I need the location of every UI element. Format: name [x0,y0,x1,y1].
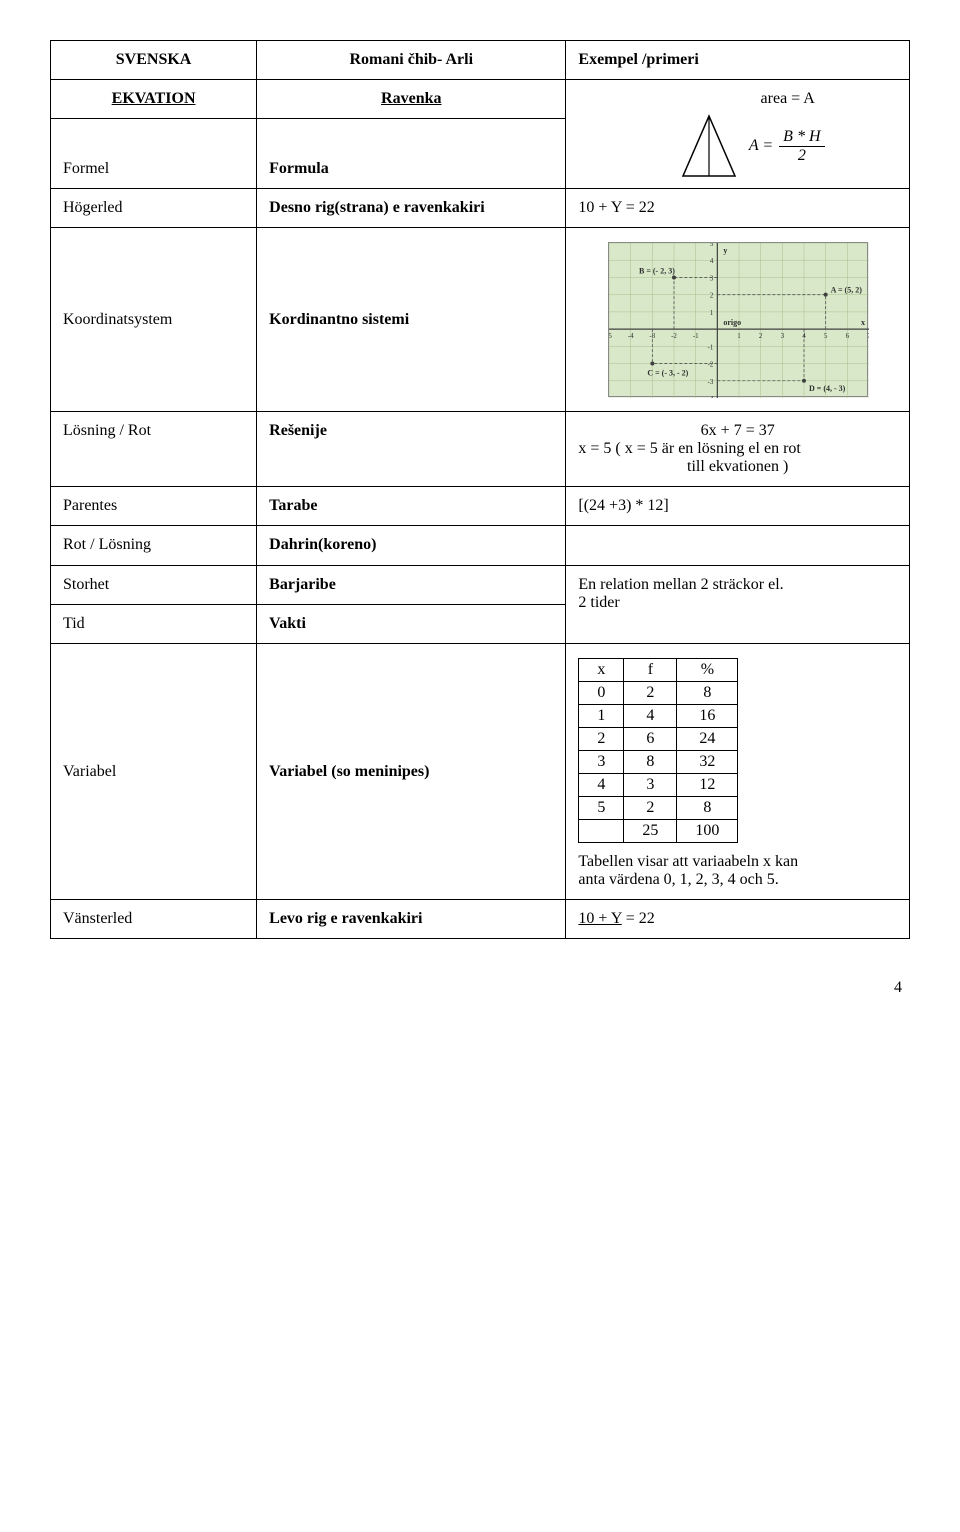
svg-text:2: 2 [759,332,763,340]
vansterled-sv: Vänsterled [63,910,132,927]
svg-text:3: 3 [780,332,784,340]
var-table-cell: 4 [624,705,677,728]
variabel-ro: Variabel (so meninipes) [269,763,429,780]
tid-sv: Tid [63,615,85,632]
var-table-cell: 8 [677,797,738,820]
storhet-sv: Storhet [63,576,109,593]
header-romani: Romani čhib- Arli [349,51,473,68]
svg-text:y: y [723,246,727,255]
vansterled-ex-underline: 10 + Y [578,910,621,927]
svg-text:-3: -3 [707,378,713,386]
losning-ro: Rešenije [269,422,327,439]
svg-text:7: 7 [867,332,869,340]
formula-numerator: B * H [779,128,824,147]
svg-text:C = (- 3, - 2): C = (- 3, - 2) [647,369,688,378]
parentes-ro: Tarabe [269,497,317,514]
var-table-cell: 8 [624,751,677,774]
var-table-cell: 3 [579,751,624,774]
var-table-cell: 5 [579,797,624,820]
svg-text:A = (5, 2): A = (5, 2) [830,286,862,295]
formula-example: area = A A = B * H 2 [578,90,897,178]
var-table-cell: 16 [677,705,738,728]
svg-text:-4: -4 [707,395,713,398]
glossary-table: SVENSKA Romani čhib- Arli Exempel /prime… [50,40,910,939]
losning-ex-line3: till ekvationen ) [578,458,897,476]
var-table-cell: 3 [624,774,677,797]
svg-text:-4: -4 [627,332,633,340]
vansterled-ex-rest: = 22 [622,910,655,927]
svg-text:4: 4 [710,257,714,265]
storhet-ex-line1: En relation mellan 2 sträckor el. [578,576,897,594]
hogerled-ro: Desno rig(strana) e ravenkakiri [269,199,485,216]
variabel-sv: Variabel [63,763,116,780]
var-table-header: f [624,659,677,682]
var-table-cell [579,820,624,843]
svg-text:-1: -1 [692,332,698,340]
var-table-cell: 2 [624,682,677,705]
variabel-note-line2: anta värdena 0, 1, 2, 3, 4 och 5. [578,871,897,889]
var-table-cell: 25 [624,820,677,843]
tid-ro: Vakti [269,615,306,632]
hogerled-ex: 10 + Y = 22 [578,199,654,216]
var-table-cell: 32 [677,751,738,774]
svg-text:B = (- 2, 3): B = (- 2, 3) [639,266,675,275]
storhet-ro: Barjaribe [269,576,336,593]
var-table-cell: 4 [579,774,624,797]
page-number: 4 [50,979,910,997]
losning-sv: Lösning / Rot [63,422,151,439]
hogerled-sv: Högerled [63,199,123,216]
var-table-cell: 2 [579,728,624,751]
koordinat-ro: Kordinantno sistemi [269,311,409,328]
header-svenska: SVENSKA [116,51,192,68]
losning-ex-line2: x = 5 ( x = 5 är en lösning el en rot [578,440,897,458]
ekvation-ro: Ravenka [381,90,441,107]
parentes-ex: [(24 +3) * 12] [578,497,668,514]
var-table-cell: 1 [579,705,624,728]
svg-text:-2: -2 [671,332,677,340]
var-table-cell: 100 [677,820,738,843]
vansterled-ro: Levo rig e ravenkakiri [269,910,422,927]
variabel-note-line1: Tabellen visar att variaabeln x kan [578,853,897,871]
formel-ro: Formula [269,160,329,177]
parentes-sv: Parentes [63,497,117,514]
var-table-header: x [579,659,624,682]
var-table-cell: 12 [677,774,738,797]
var-table-cell: 6 [624,728,677,751]
svg-text:origo: origo [723,318,741,327]
koordinat-sv: Koordinatsystem [63,311,172,328]
svg-text:5: 5 [710,243,714,248]
ekvation-sv: EKVATION [112,90,196,107]
svg-text:x: x [861,318,865,327]
svg-text:1: 1 [737,332,741,340]
svg-text:5: 5 [824,332,828,340]
svg-text:-2: -2 [707,361,713,369]
var-table-cell: 24 [677,728,738,751]
formel-sv: Formel [63,160,109,177]
header-exempel: Exempel /primeri [578,51,698,68]
rot-losning-ro: Dahrin(koreno) [269,536,376,553]
var-table-cell: 8 [677,682,738,705]
svg-text:-5: -5 [609,332,612,340]
svg-text:D = (4, - 3): D = (4, - 3) [809,384,846,393]
var-table-cell: 0 [579,682,624,705]
variable-data-table: xf%028141626243832431252825100 [578,658,738,843]
coordinate-system-figure: -5-4-3-2-11234567-4-3-2-112345A = (5, 2)… [608,242,868,397]
var-table-cell: 2 [624,797,677,820]
formula-lhs: A = [749,137,773,155]
svg-text:6: 6 [845,332,849,340]
svg-text:1: 1 [710,309,714,317]
losning-ex-line1: 6x + 7 = 37 [578,422,897,440]
rot-losning-sv: Rot / Lösning [63,536,151,553]
svg-text:3: 3 [710,274,714,282]
storhet-ex-line2: 2 tider [578,594,897,612]
var-table-header: % [677,659,738,682]
area-label: area = A [761,90,815,108]
triangle-icon [681,114,737,178]
formula-denominator: 2 [779,147,824,165]
svg-text:2: 2 [710,292,714,300]
svg-text:-1: -1 [707,343,713,351]
